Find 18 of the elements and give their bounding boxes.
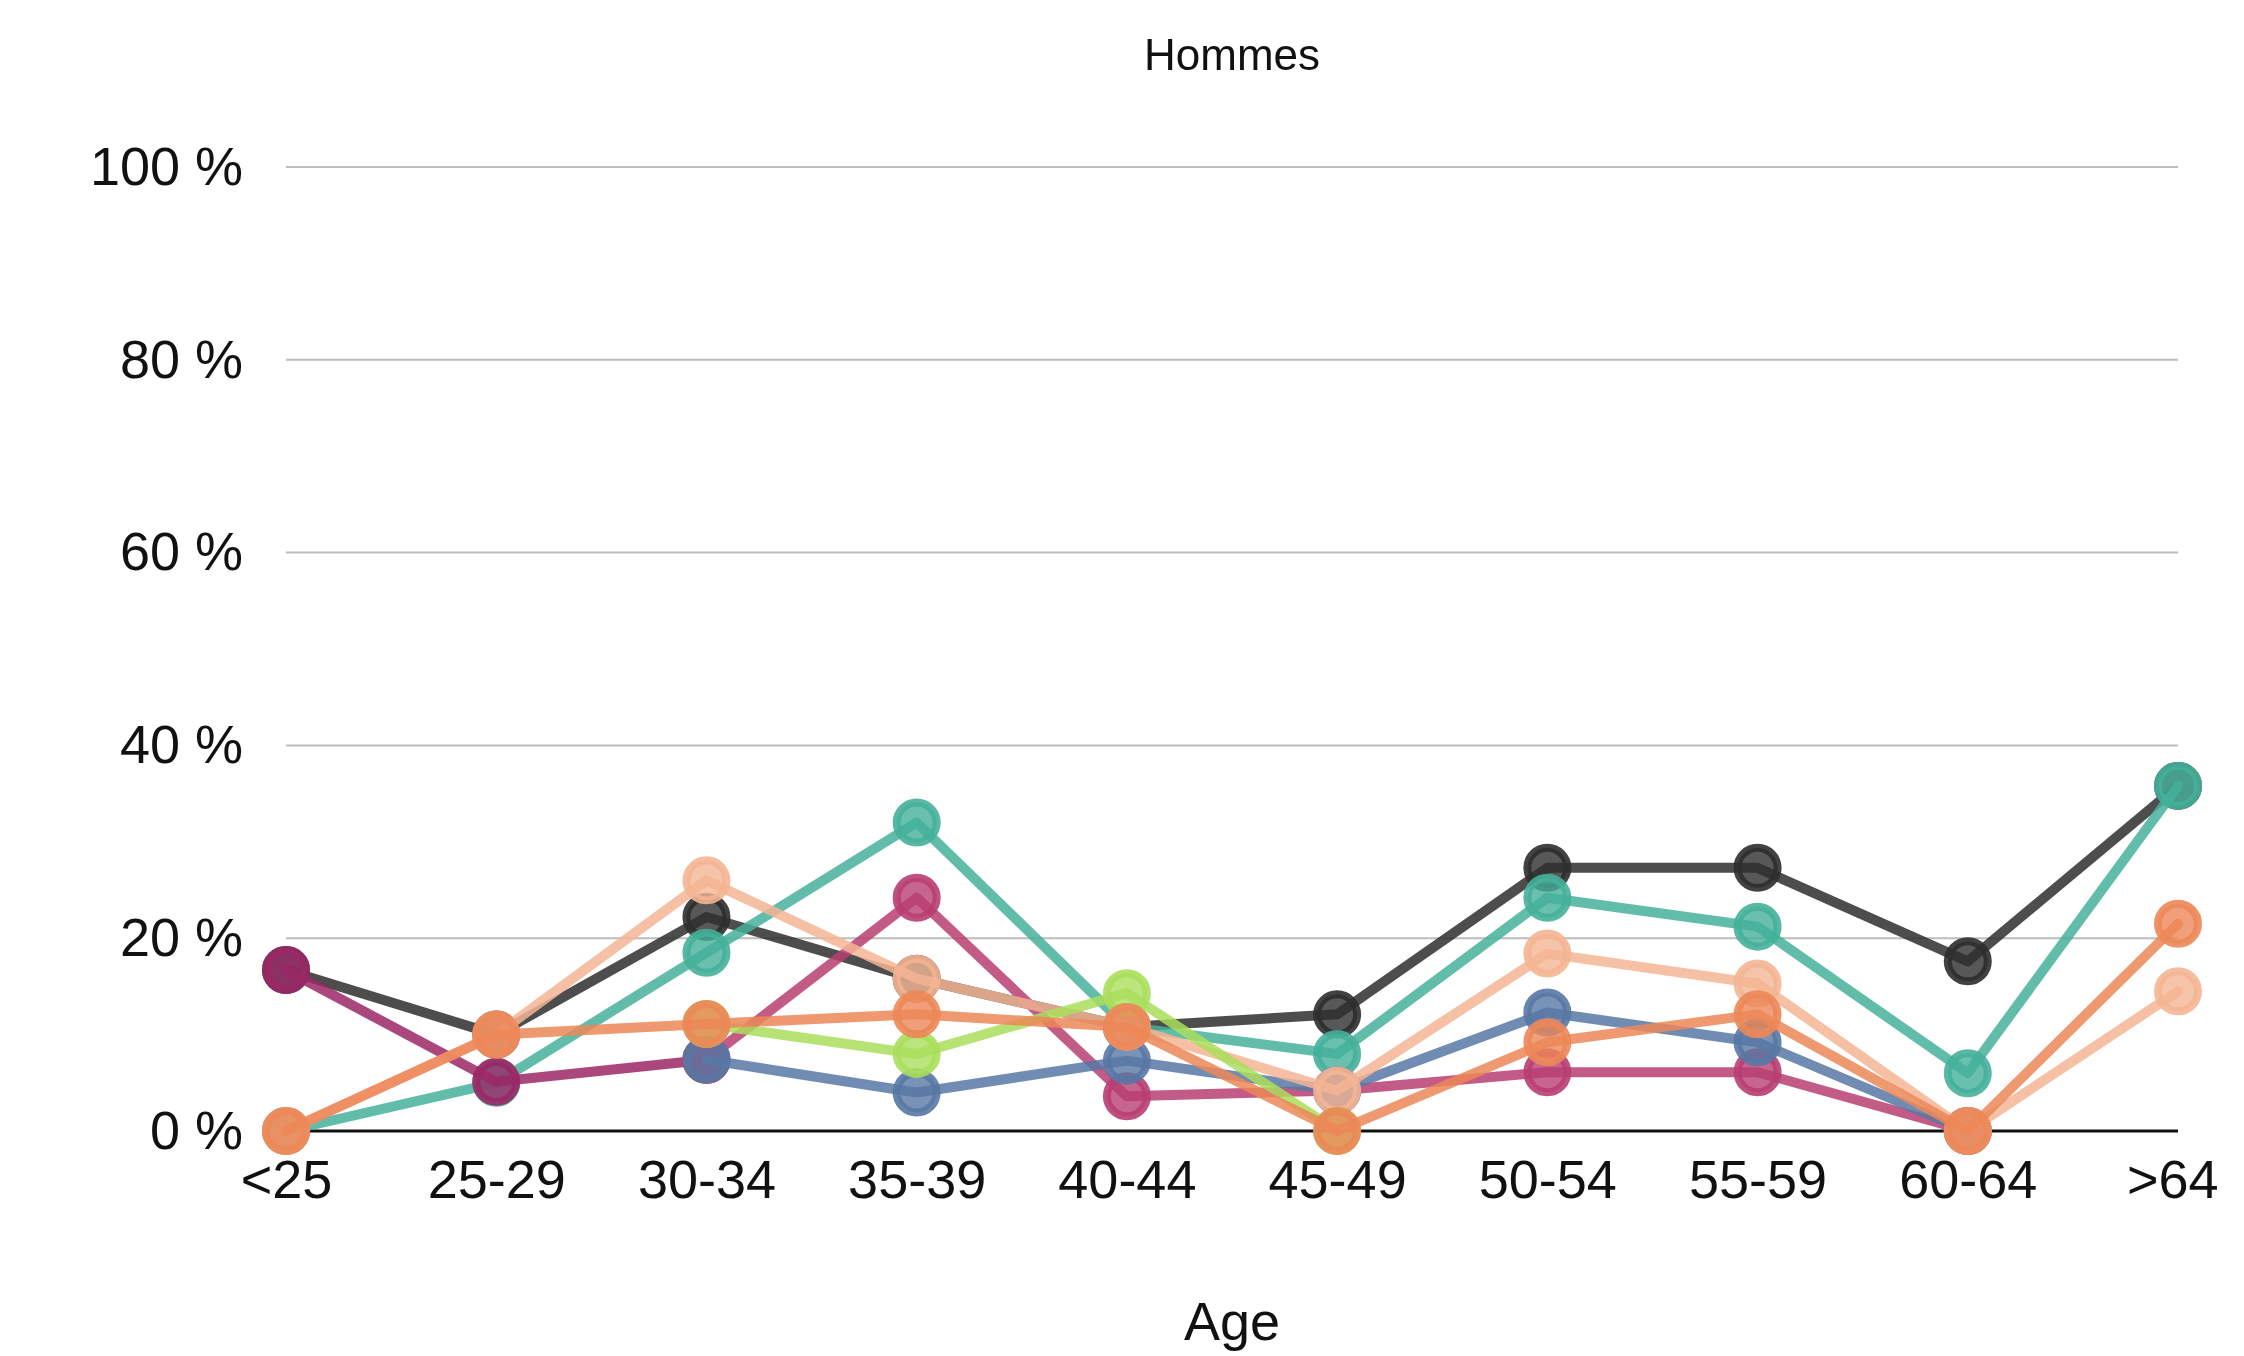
y-tick-label: 20 % (119, 906, 243, 967)
x-tick-label: 30-34 (637, 1149, 777, 1210)
chart-title: Hommes (1143, 30, 1321, 79)
x-axis-title: Age (1183, 1291, 1281, 1351)
y-tick-label: 60 % (119, 521, 243, 582)
y-tick-label: 80 % (119, 328, 243, 389)
x-tick-label: <25 (240, 1149, 333, 1210)
x-tick-label: 25-29 (427, 1149, 566, 1210)
x-tick-label: >64 (2126, 1149, 2219, 1210)
x-tick-label: 40-44 (1058, 1149, 1197, 1210)
y-tick-label: 40 % (119, 714, 243, 775)
y-tick-label: 100 % (89, 135, 243, 196)
y-tick-label: 0 % (149, 1099, 243, 1160)
x-tick-label: 50-54 (1478, 1149, 1617, 1210)
x-tick-label: 45-49 (1268, 1149, 1407, 1210)
x-tick-label: 60-64 (1899, 1149, 2038, 1210)
x-tick-label: 55-59 (1688, 1149, 1828, 1210)
x-tick-label: 35-39 (848, 1149, 987, 1210)
